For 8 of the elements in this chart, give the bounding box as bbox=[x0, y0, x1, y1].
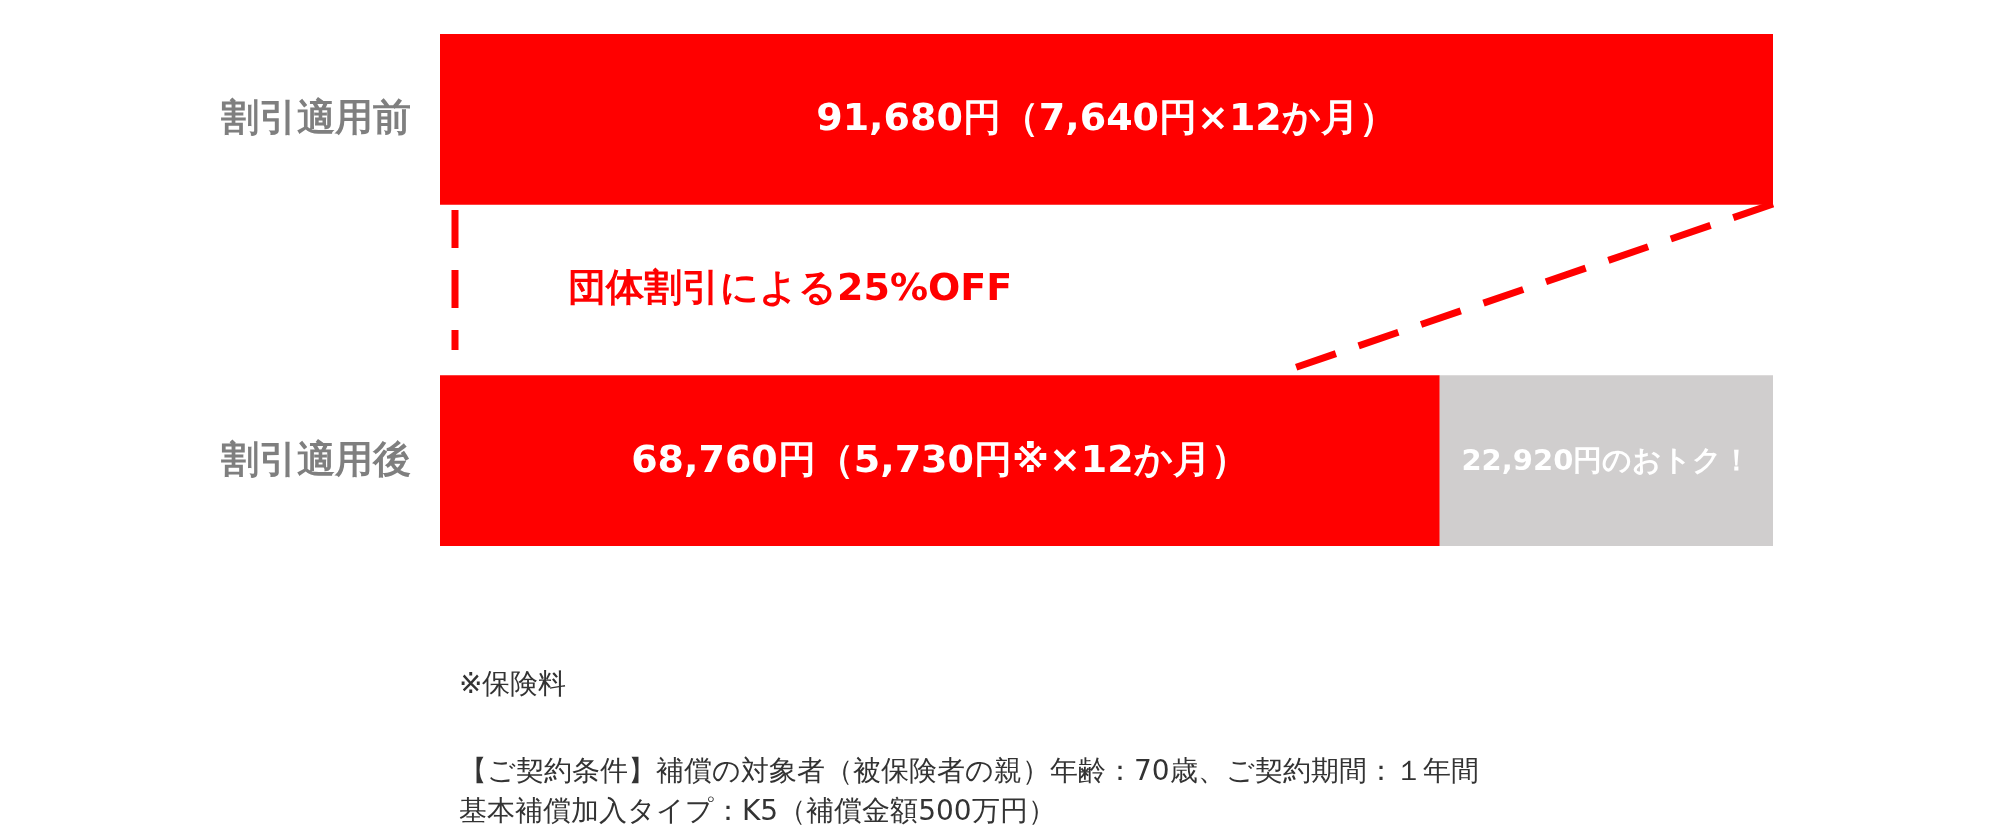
data-label: 68,760円（5,730円※×12か月） bbox=[631, 436, 1249, 481]
data-label: 91,680円（7,640円×12か月） bbox=[816, 95, 1397, 140]
text: 基本補償加入タイプ：K5（補償金額500万円） bbox=[459, 793, 1056, 829]
text: 【ご契約条件】補償の対象者（被保険者の親）年齢：70歳、ご契約期間：１年間 bbox=[459, 753, 1479, 789]
y-tick-label: 割引適用前 bbox=[220, 95, 411, 140]
y-tick-label: 割引適用後 bbox=[220, 436, 411, 481]
text: ※保険料 bbox=[459, 666, 567, 702]
annotation: 団体割引による25%OFF bbox=[568, 264, 1013, 311]
